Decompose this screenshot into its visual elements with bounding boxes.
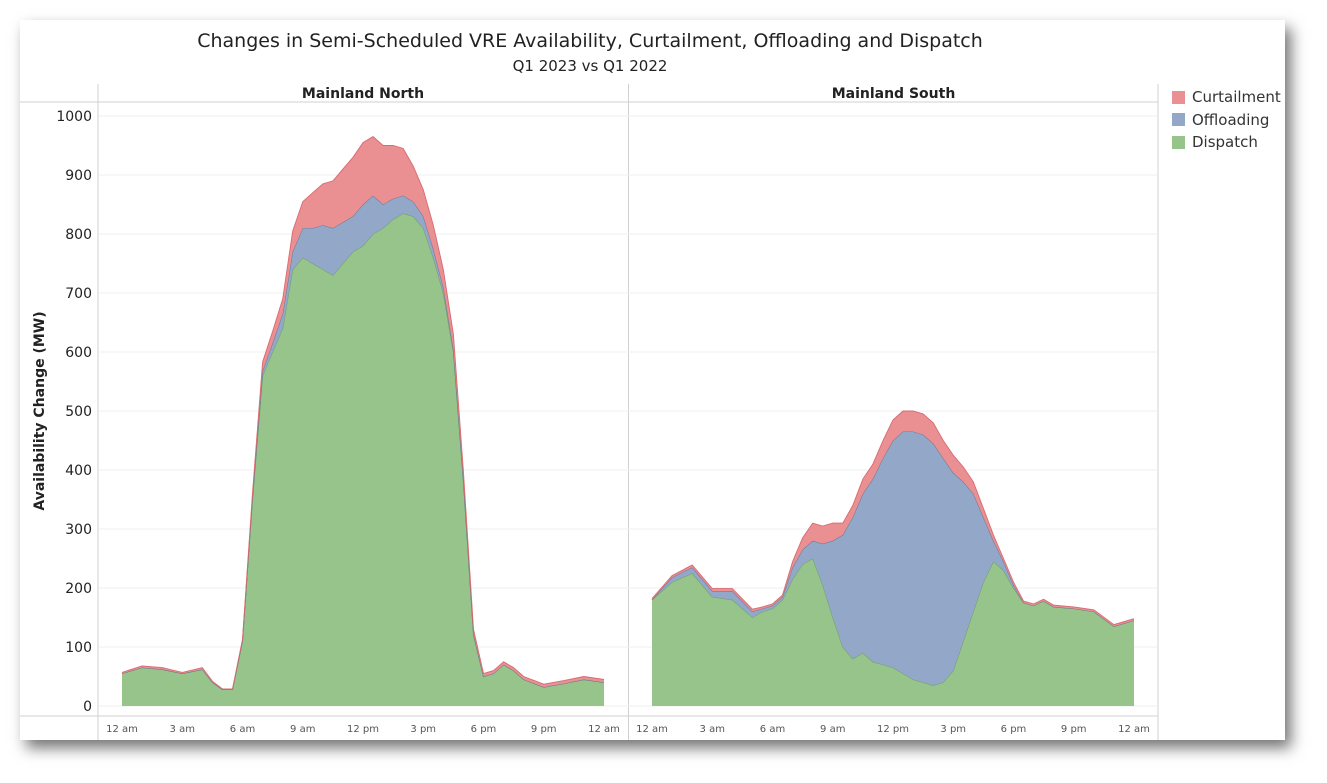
x-tick-label: 12 am — [588, 724, 620, 735]
line-curtailment — [121, 136, 605, 690]
chart-title: Changes in Semi-Scheduled VRE Availabili… — [197, 30, 983, 52]
y-tick-label: 0 — [83, 699, 92, 715]
x-tick-label: 9 am — [290, 724, 315, 735]
chart-subtitle: Q1 2023 vs Q1 2022 — [512, 57, 668, 75]
y-axis-label: Availability Change (MW) — [32, 311, 48, 510]
legend-item-dispatch[interactable]: Dispatch — [1172, 131, 1281, 154]
y-tick-label: 300 — [65, 522, 92, 538]
y-tick-label: 600 — [65, 345, 92, 361]
line-curtailment — [651, 410, 1135, 626]
x-tick-label: 3 am — [170, 724, 195, 735]
y-tick-label: 400 — [65, 463, 92, 479]
x-tick-label: 12 am — [636, 724, 668, 735]
x-tick-label: 3 pm — [940, 724, 966, 735]
x-tick-label: 12 pm — [877, 724, 909, 735]
x-tick-label: 12 am — [1118, 724, 1150, 735]
x-tick-label: 12 am — [106, 724, 138, 735]
legend-label-curtailment: Curtailment — [1192, 88, 1281, 107]
legend-swatch-curtailment — [1172, 90, 1185, 104]
x-tick-label: 6 pm — [471, 724, 497, 735]
y-tick-label: 900 — [65, 168, 92, 184]
legend-item-offloading[interactable]: Offloading — [1172, 109, 1281, 132]
y-tick-label: 200 — [65, 581, 92, 597]
legend-label-offloading: Offloading — [1192, 110, 1270, 129]
x-tick-label: 12 pm — [347, 724, 379, 735]
x-tick-label: 6 pm — [1001, 724, 1027, 735]
x-tick-label: 9 pm — [1061, 724, 1087, 735]
legend-swatch-dispatch — [1172, 135, 1185, 149]
x-tick-label: 9 am — [820, 724, 845, 735]
x-tick-label: 3 pm — [410, 724, 436, 735]
x-tick-label: 6 am — [760, 724, 785, 735]
y-tick-label: 800 — [65, 227, 92, 243]
x-tick-label: 6 am — [230, 724, 255, 735]
legend-swatch-offloading — [1172, 113, 1185, 127]
area-dispatch — [652, 558, 1134, 706]
panel-header: Mainland South — [832, 86, 956, 102]
legend-item-curtailment[interactable]: Curtailment — [1172, 86, 1281, 109]
area-offloading — [652, 431, 1134, 686]
legend: Curtailment Offloading Dispatch — [1172, 86, 1281, 154]
x-tick-label: 3 am — [700, 724, 725, 735]
y-tick-label: 500 — [65, 404, 92, 420]
y-tick-label: 1000 — [56, 109, 92, 125]
legend-label-dispatch: Dispatch — [1192, 133, 1258, 152]
panel-header: Mainland North — [302, 86, 424, 102]
y-tick-label: 100 — [65, 640, 92, 656]
y-tick-label: 700 — [65, 286, 92, 302]
area-dispatch — [122, 213, 604, 706]
x-tick-label: 9 pm — [531, 724, 557, 735]
